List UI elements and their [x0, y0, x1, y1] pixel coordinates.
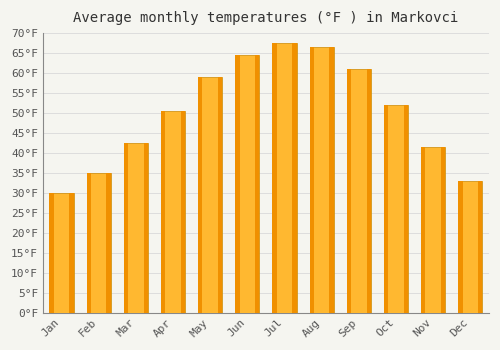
Bar [50, 193, 74, 313]
Bar [330, 47, 334, 313]
Bar [124, 143, 128, 313]
Bar [458, 181, 462, 313]
Bar [50, 193, 54, 313]
Bar [236, 55, 240, 313]
Title: Average monthly temperatures (°F ) in Markovci: Average monthly temperatures (°F ) in Ma… [74, 11, 458, 25]
Bar [441, 147, 445, 313]
Bar [366, 69, 371, 313]
Bar [86, 173, 91, 313]
Bar [478, 181, 482, 313]
Bar [272, 43, 296, 313]
Bar [181, 111, 185, 313]
Bar [198, 77, 222, 313]
Bar [86, 173, 111, 313]
Bar [272, 43, 277, 313]
Bar [161, 111, 166, 313]
Bar [310, 47, 334, 313]
Bar [236, 55, 260, 313]
Bar [161, 111, 185, 313]
Bar [404, 105, 408, 313]
Bar [384, 105, 388, 313]
Bar [292, 43, 296, 313]
Bar [70, 193, 73, 313]
Bar [124, 143, 148, 313]
Bar [144, 143, 148, 313]
Bar [218, 77, 222, 313]
Bar [384, 105, 408, 313]
Bar [106, 173, 111, 313]
Bar [310, 47, 314, 313]
Bar [347, 69, 371, 313]
Bar [255, 55, 260, 313]
Bar [347, 69, 351, 313]
Bar [458, 181, 482, 313]
Bar [198, 77, 202, 313]
Bar [421, 147, 426, 313]
Bar [421, 147, 445, 313]
